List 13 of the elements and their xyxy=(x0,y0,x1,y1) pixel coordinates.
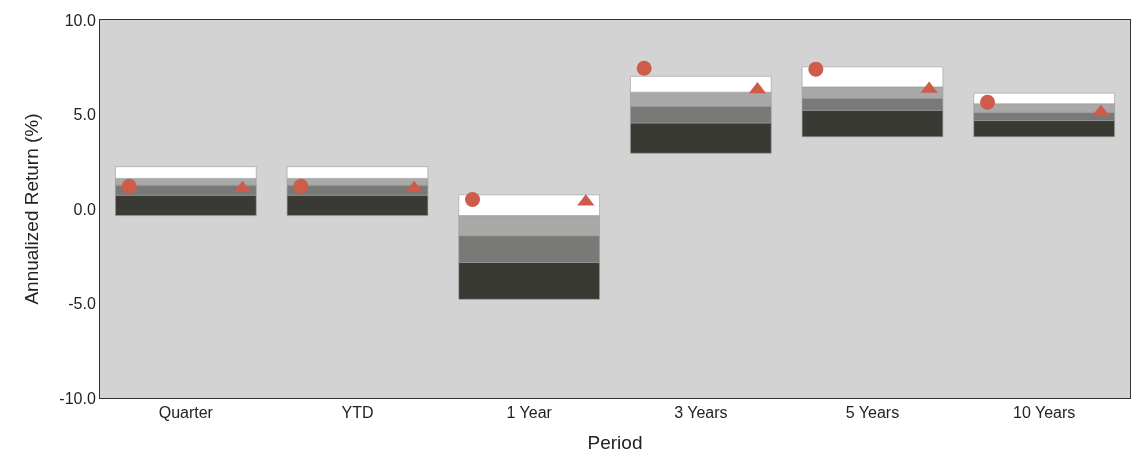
y-tick-label: 5.0 xyxy=(73,106,96,124)
x-tick-label: YTD xyxy=(341,404,374,422)
x-tick-label: 10 Years xyxy=(1013,404,1076,422)
x-tick-label: 5 Years xyxy=(845,404,900,422)
x-axis-title: Period xyxy=(587,432,643,453)
y-tick-label: 0.0 xyxy=(73,200,96,218)
x-tick-label: 3 Years xyxy=(674,404,728,422)
y-axis-title: Annualized Return (%) xyxy=(21,113,43,305)
x-tick-label: Quarter xyxy=(158,404,214,422)
y-tick-label: 10.0 xyxy=(64,11,96,29)
y-tick-label: -10.0 xyxy=(59,389,96,407)
x-tick-label: 1 Year xyxy=(506,404,553,422)
y-tick-label: -5.0 xyxy=(68,295,96,313)
